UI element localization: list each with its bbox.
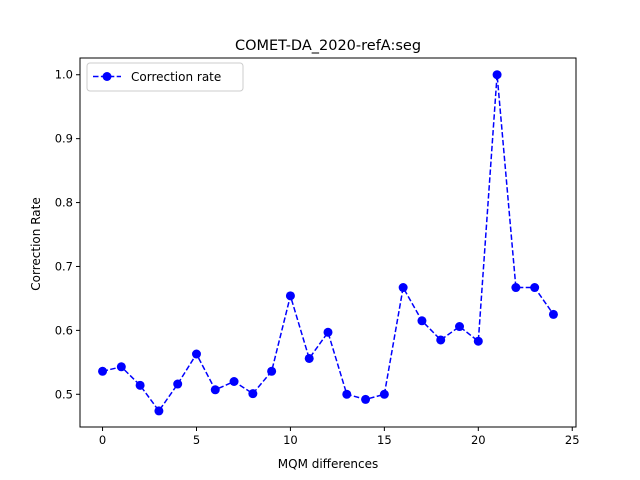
legend-label: Correction rate <box>131 70 221 84</box>
data-point <box>229 376 239 386</box>
data-point <box>323 327 333 337</box>
data-point <box>173 379 183 389</box>
y-tick-label: 0.6 <box>55 323 73 337</box>
x-tick-label: 10 <box>283 433 298 447</box>
data-point <box>548 309 558 319</box>
data-point <box>492 70 502 80</box>
data-point <box>436 335 446 345</box>
x-axis: 0 5 10 15 20 25 <box>99 427 580 447</box>
x-tick-label: 15 <box>377 433 392 447</box>
data-point <box>210 385 220 395</box>
chart-title: COMET-DA_2020-refA:seg <box>235 38 421 54</box>
y-tick-label: 0.9 <box>55 132 73 146</box>
y-tick-label: 1.0 <box>55 68 73 82</box>
data-point <box>267 366 277 376</box>
plot-area <box>79 57 577 428</box>
y-axis: 0.5 0.6 0.7 0.8 0.9 1.0 <box>55 68 80 401</box>
data-point <box>361 394 371 404</box>
data-point <box>379 389 389 399</box>
data-point <box>116 362 126 372</box>
data-point <box>342 389 352 399</box>
data-point <box>530 283 540 293</box>
data-point <box>473 336 483 346</box>
series-group <box>98 70 558 416</box>
data-point <box>511 283 521 293</box>
legend-marker-swatch <box>102 72 112 81</box>
x-axis-label: MQM differences <box>278 457 378 471</box>
data-point <box>285 291 295 301</box>
y-tick-label: 0.7 <box>55 259 73 273</box>
y-tick-label: 0.5 <box>55 387 73 401</box>
x-tick-label: 25 <box>565 433 580 447</box>
data-point <box>398 283 408 293</box>
data-point <box>417 316 427 326</box>
x-tick-label: 5 <box>193 433 200 447</box>
y-axis-label: Correction Rate <box>29 197 43 290</box>
x-tick-label: 0 <box>99 433 106 447</box>
data-point <box>98 366 108 376</box>
y-tick-label: 0.8 <box>55 196 73 210</box>
legend: Correction rate <box>86 62 244 92</box>
data-point <box>248 389 258 399</box>
data-point <box>135 380 145 390</box>
plot-frame <box>79 57 577 428</box>
legend-box <box>86 62 244 92</box>
x-tick-label: 20 <box>471 433 486 447</box>
data-point <box>304 353 314 363</box>
data-point <box>154 406 164 416</box>
data-point <box>191 349 201 359</box>
data-point <box>455 322 465 332</box>
